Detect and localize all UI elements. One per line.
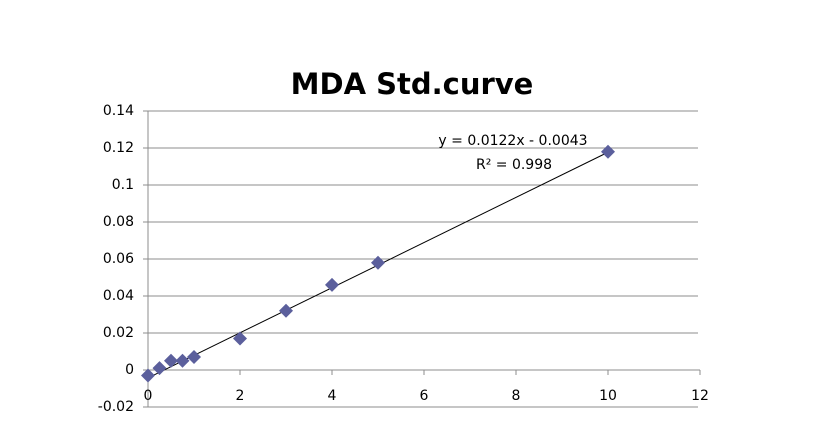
marker (325, 277, 339, 292)
marker (187, 350, 201, 365)
y-tick-label: -0.02 (98, 399, 134, 415)
x-tick-label: 12 (691, 388, 709, 404)
x-tick-label: 8 (512, 388, 521, 404)
marker (279, 303, 293, 318)
marker (233, 331, 247, 346)
trendline-r2: R² = 0.998 (476, 157, 552, 173)
marker (371, 255, 385, 270)
x-tick-label: 6 (420, 388, 429, 404)
y-tick-label: 0.14 (103, 103, 134, 119)
y-tick-label: 0 (125, 362, 134, 378)
y-tick-label: 0.08 (103, 214, 134, 230)
marker (164, 353, 178, 368)
x-tick-label: 2 (236, 388, 245, 404)
chart-title: MDA Std.curve (291, 67, 534, 101)
y-tick-label: 0.06 (103, 251, 134, 267)
y-tick-label: 0.04 (103, 288, 134, 304)
y-tick-label: 0.1 (112, 177, 134, 193)
marker (175, 353, 190, 368)
y-tick-label: 0.02 (103, 325, 134, 341)
marker (601, 144, 615, 159)
marker (152, 361, 167, 376)
y-tick-label: 0.12 (103, 140, 134, 156)
x-tick-label: 0 (144, 388, 153, 404)
x-tick-label: 4 (328, 388, 337, 404)
x-tick-label: 10 (599, 388, 617, 404)
marker (141, 368, 155, 383)
trendline-equation: y = 0.0122x - 0.0043 (438, 133, 587, 149)
